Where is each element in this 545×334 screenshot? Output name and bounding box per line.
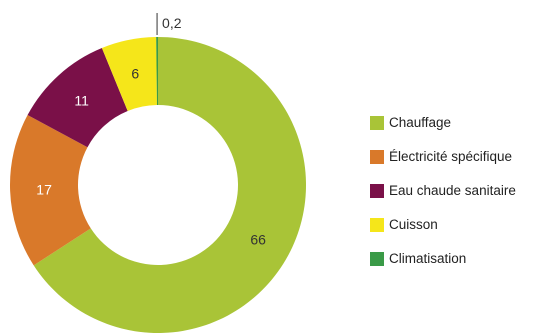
legend-swatch (370, 251, 384, 266)
legend-swatch (370, 183, 384, 198)
legend-item-chauffage: Chauffage (370, 114, 516, 131)
legend-item-climatisation: Climatisation (370, 250, 516, 267)
donut-slices (10, 37, 307, 334)
donut-chart: 66 17 11 6 0,2 (10, 13, 307, 334)
chart-legend: Chauffage Électricité spécifique Eau chaud… (370, 114, 516, 284)
legend-label: Cuisson (389, 217, 438, 232)
slice-electricite-specifique (10, 115, 91, 266)
slice-value-label-electricite-specifique: 17 (36, 182, 52, 198)
legend-item-electricite-specifique: Électricité spécifique (370, 148, 516, 165)
slice-value-label-climatisation: 0,2 (162, 15, 182, 31)
legend-label: Électricité spécifique (389, 149, 513, 164)
legend-swatch (370, 115, 384, 130)
slice-value-label-cuisson: 6 (131, 65, 139, 81)
slice-cuisson (101, 37, 157, 111)
legend-swatch (370, 217, 384, 232)
donut-slice-labels: 66 17 11 6 0,2 (36, 13, 266, 248)
slice-chauffage (33, 37, 307, 334)
legend-swatch (370, 149, 384, 164)
legend-label: Eau chaude sanitaire (389, 183, 516, 198)
slice-value-label-eau-chaude-sanitaire: 11 (74, 92, 89, 108)
slice-value-label-chauffage: 66 (250, 232, 266, 248)
slice-climatisation (156, 37, 158, 106)
legend-item-eau-chaude-sanitaire: Eau chaude sanitaire (370, 182, 516, 199)
slice-eau-chaude-sanitaire (27, 48, 128, 148)
legend-label: Chauffage (389, 115, 452, 130)
legend-item-cuisson: Cuisson (370, 216, 516, 233)
legend-label: Climatisation (389, 251, 467, 266)
